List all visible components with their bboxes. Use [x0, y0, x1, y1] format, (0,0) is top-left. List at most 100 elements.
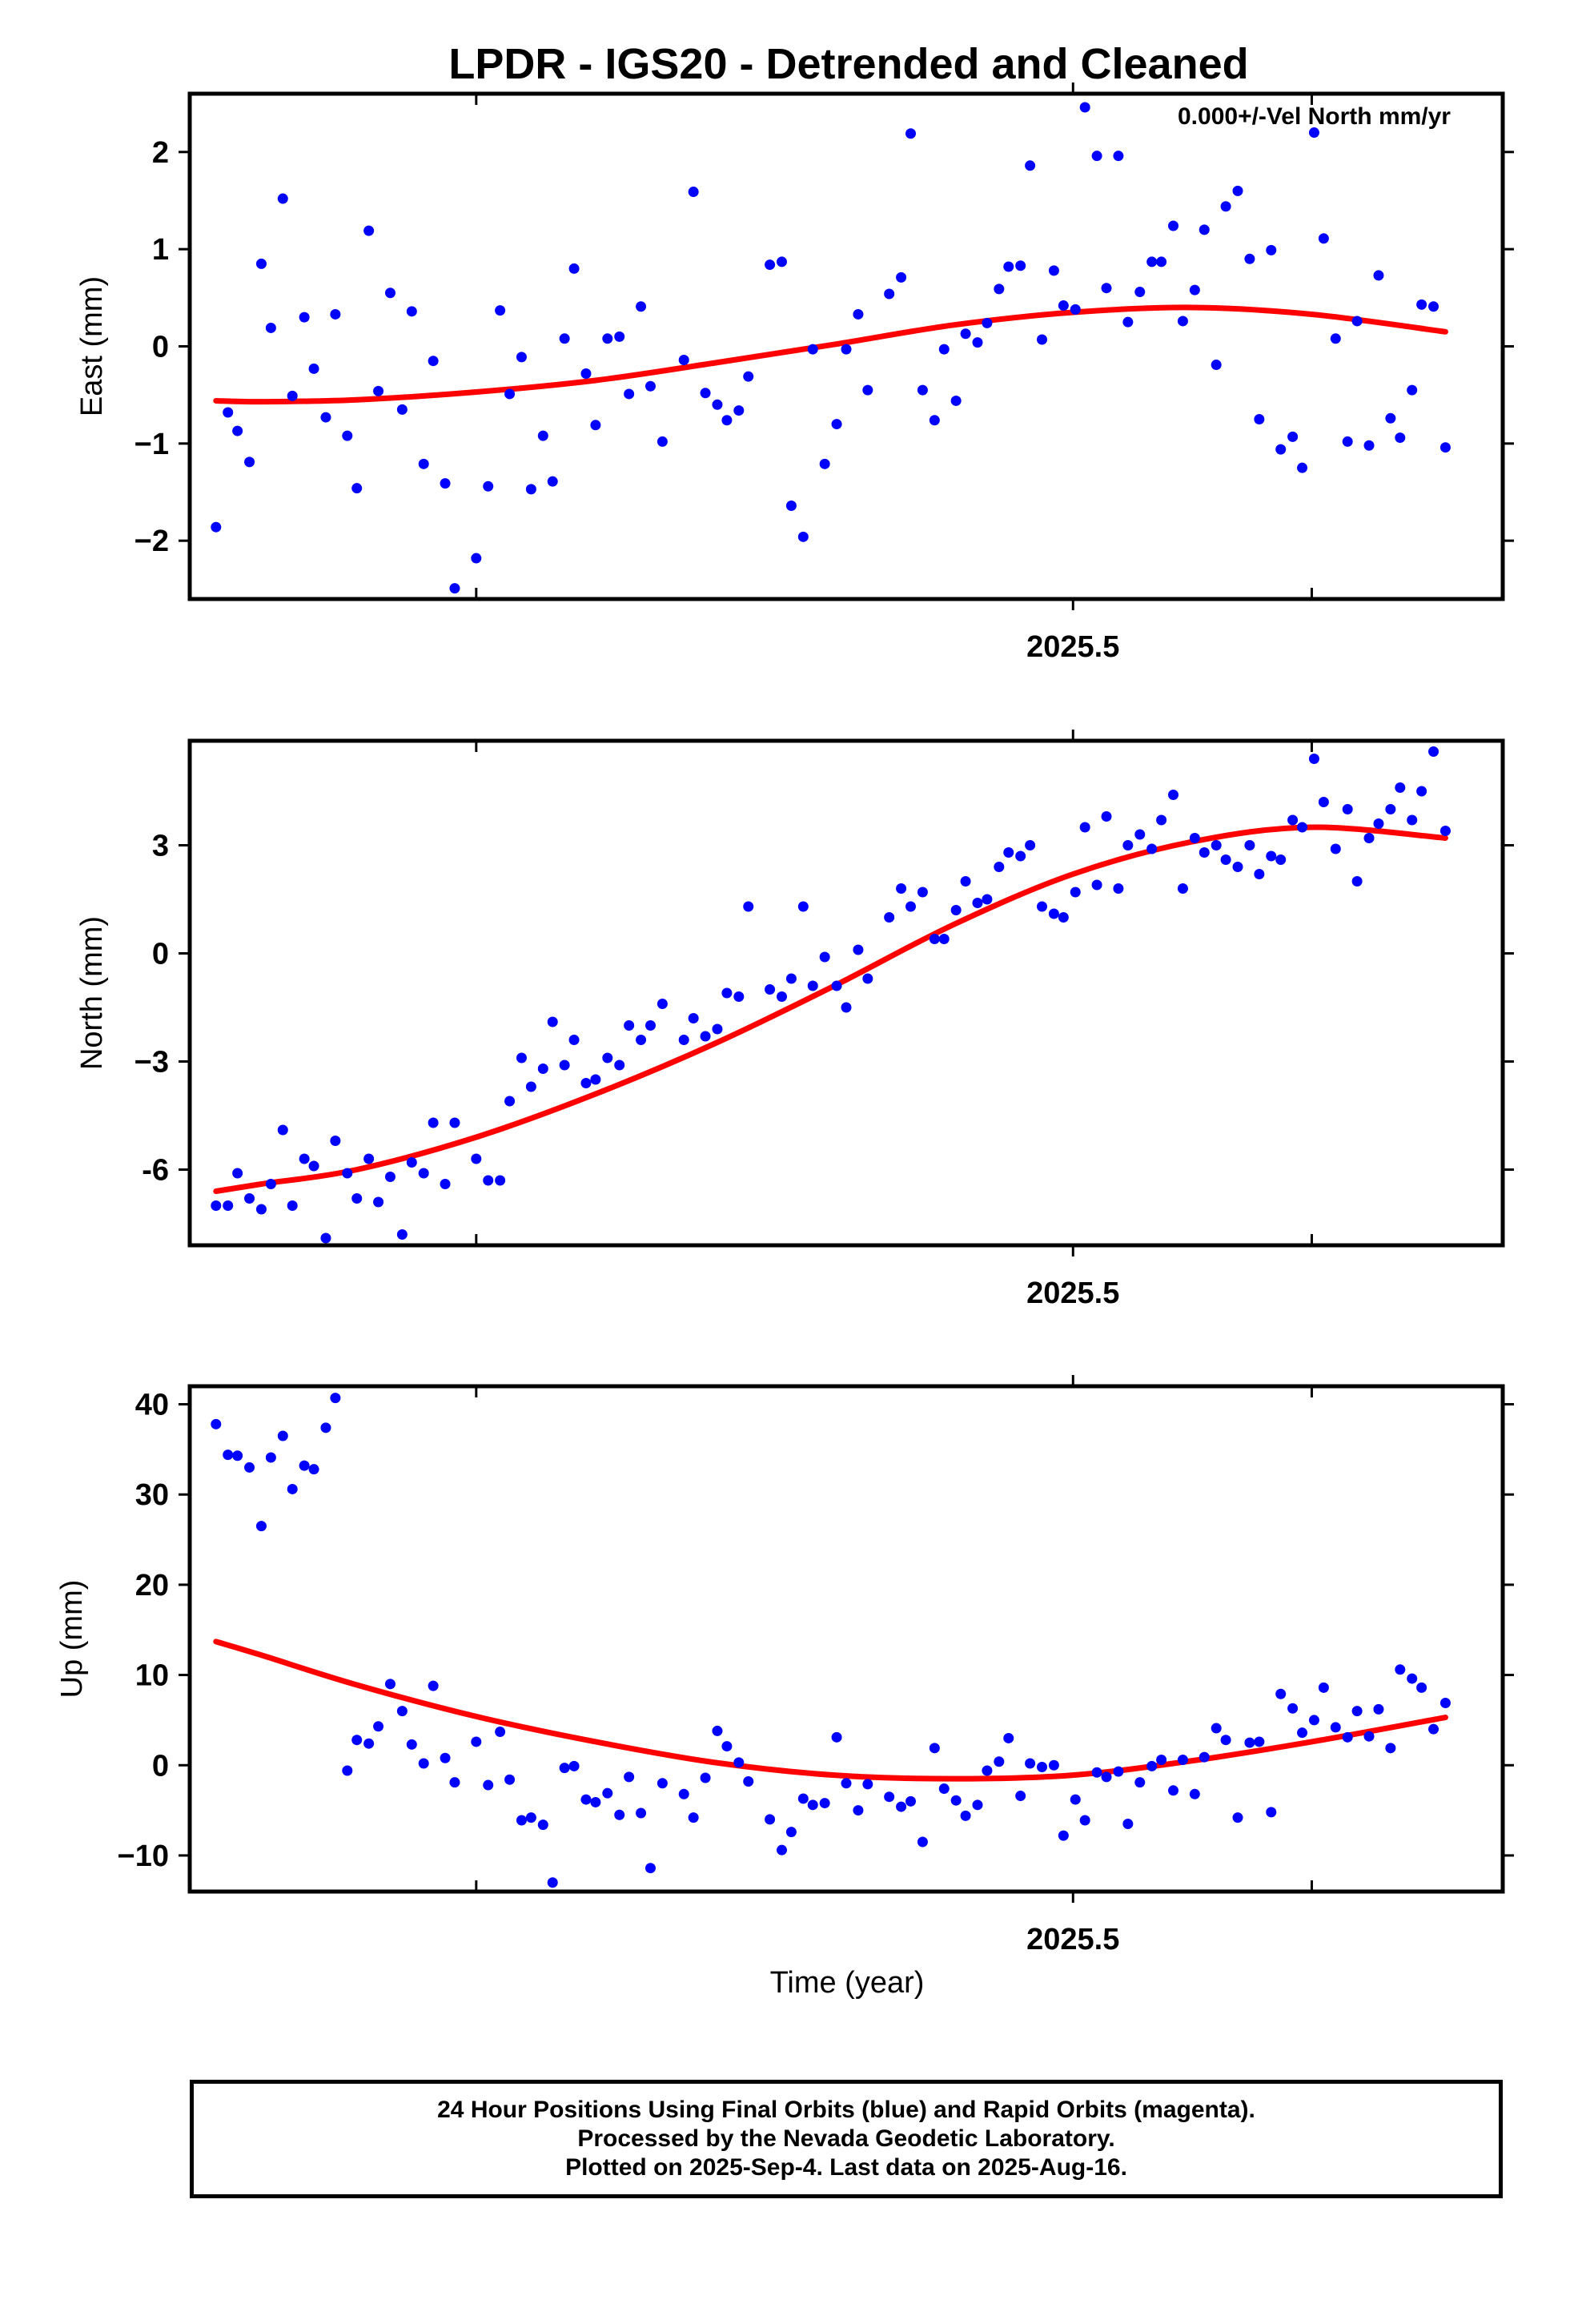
- up-data-point: [1373, 1703, 1384, 1715]
- east-data-point: [1048, 265, 1059, 276]
- up-data-point: [862, 1779, 873, 1790]
- north-data-point: [950, 905, 962, 915]
- up-data-point: [223, 1449, 234, 1461]
- up-data-point: [287, 1483, 298, 1494]
- east-data-point: [1266, 244, 1277, 255]
- up-data-point: [483, 1779, 494, 1791]
- north-data-point: [223, 1200, 234, 1211]
- north-data-point: [406, 1157, 417, 1168]
- up-data-point: [776, 1844, 787, 1856]
- up-data-point: [547, 1877, 558, 1888]
- east-annotation: 0.000+/-Vel North mm/yr: [1178, 103, 1451, 130]
- east-data-point: [449, 583, 460, 594]
- up-data-point: [525, 1812, 536, 1823]
- north-data-point: [1101, 811, 1112, 822]
- up-data-point: [1101, 1771, 1112, 1783]
- east-data-point: [1244, 253, 1255, 264]
- east-data-point: [896, 271, 907, 283]
- east-data-point: [373, 385, 384, 396]
- up-data-point: [1308, 1715, 1319, 1726]
- east-data-point: [644, 380, 656, 392]
- up-panel: −10 0 10 20 30 40 2025.5 Up (mm): [55, 1375, 1514, 1956]
- north-data-point: [614, 1059, 625, 1071]
- east-data-point: [1189, 284, 1200, 296]
- up-data-point: [960, 1810, 971, 1821]
- north-data-point: [287, 1200, 298, 1211]
- north-data-point: [1070, 887, 1081, 898]
- up-data-point: [277, 1430, 288, 1441]
- north-data-point: [982, 894, 993, 905]
- east-data-point: [299, 312, 310, 323]
- east-ytick-label: 0: [152, 331, 169, 364]
- east-data-point: [1177, 316, 1188, 327]
- up-data-point: [917, 1836, 928, 1848]
- north-data-point: [1015, 850, 1026, 862]
- up-data-point: [1266, 1807, 1277, 1818]
- up-data-point: [1146, 1760, 1158, 1771]
- up-data-point: [1025, 1758, 1036, 1769]
- north-data-point: [428, 1117, 439, 1128]
- north-data-point: [568, 1035, 580, 1045]
- north-data-point: [277, 1124, 288, 1136]
- up-plot-frame: [187, 1384, 1505, 1894]
- up-data-point: [1351, 1706, 1363, 1717]
- east-data-point: [1211, 360, 1222, 371]
- up-data-point: [819, 1798, 830, 1809]
- up-data-point: [373, 1721, 384, 1732]
- north-data-point: [721, 987, 733, 999]
- chart-title: LPDR - IGS20 - Detrended and Cleaned: [448, 40, 1248, 88]
- east-data-point: [418, 458, 429, 469]
- north-data-point: [580, 1078, 592, 1088]
- north-data-point: [265, 1179, 276, 1189]
- east-data-point: [1439, 442, 1451, 453]
- up-data-point: [265, 1452, 276, 1463]
- north-data-point: [351, 1193, 363, 1204]
- east-data-point: [1015, 260, 1026, 271]
- footer-line-1: 24 Hour Positions Using Final Orbits (bl…: [437, 2097, 1255, 2123]
- north-data-point: [1363, 833, 1375, 843]
- up-data-point: [559, 1763, 570, 1774]
- up-data-point: [1199, 1751, 1210, 1763]
- up-data-point: [342, 1765, 353, 1776]
- north-data-point: [1113, 883, 1124, 894]
- east-data-point: [994, 283, 1005, 295]
- east-data-point: [363, 225, 375, 236]
- east-fit-curve: [213, 304, 1448, 405]
- north-data-point: [211, 1200, 222, 1211]
- east-data-point: [1156, 256, 1167, 267]
- east-data-point: [255, 258, 267, 269]
- up-data-point: [1439, 1698, 1451, 1709]
- up-data-point: [351, 1735, 363, 1746]
- up-data-point: [905, 1795, 917, 1807]
- north-data-point: [1297, 822, 1308, 833]
- north-data-point: [785, 973, 797, 984]
- up-data-point: [1003, 1732, 1014, 1743]
- north-panel: -6 −3 0 3 2025.5 North (mm): [75, 730, 1514, 1310]
- north-data-point: [308, 1160, 319, 1172]
- north-data-point: [1416, 786, 1427, 797]
- up-data-point: [1385, 1743, 1396, 1754]
- north-plot-frame: [187, 738, 1505, 1248]
- east-data-point: [525, 484, 536, 495]
- east-data-point: [277, 193, 288, 204]
- north-data-point: [1146, 843, 1158, 854]
- north-data-point: [602, 1052, 613, 1063]
- east-data-point: [537, 430, 548, 441]
- up-data-point: [614, 1809, 625, 1820]
- east-data-point: [1070, 304, 1081, 315]
- north-data-point: [831, 980, 842, 991]
- east-data-point: [950, 395, 962, 406]
- up-data-point: [636, 1807, 647, 1819]
- north-data-point: [320, 1232, 331, 1244]
- east-data-point: [320, 412, 331, 423]
- north-data-point: [547, 1016, 558, 1027]
- north-ytick-label: −3: [135, 1046, 169, 1080]
- east-data-point: [516, 352, 527, 363]
- east-data-point: [351, 483, 363, 494]
- north-data-point: [516, 1052, 527, 1063]
- north-data-point: [994, 862, 1005, 872]
- north-data-point: [537, 1063, 548, 1074]
- up-data-point: [471, 1736, 482, 1747]
- east-data-point: [471, 553, 482, 564]
- north-data-point: [1266, 850, 1277, 862]
